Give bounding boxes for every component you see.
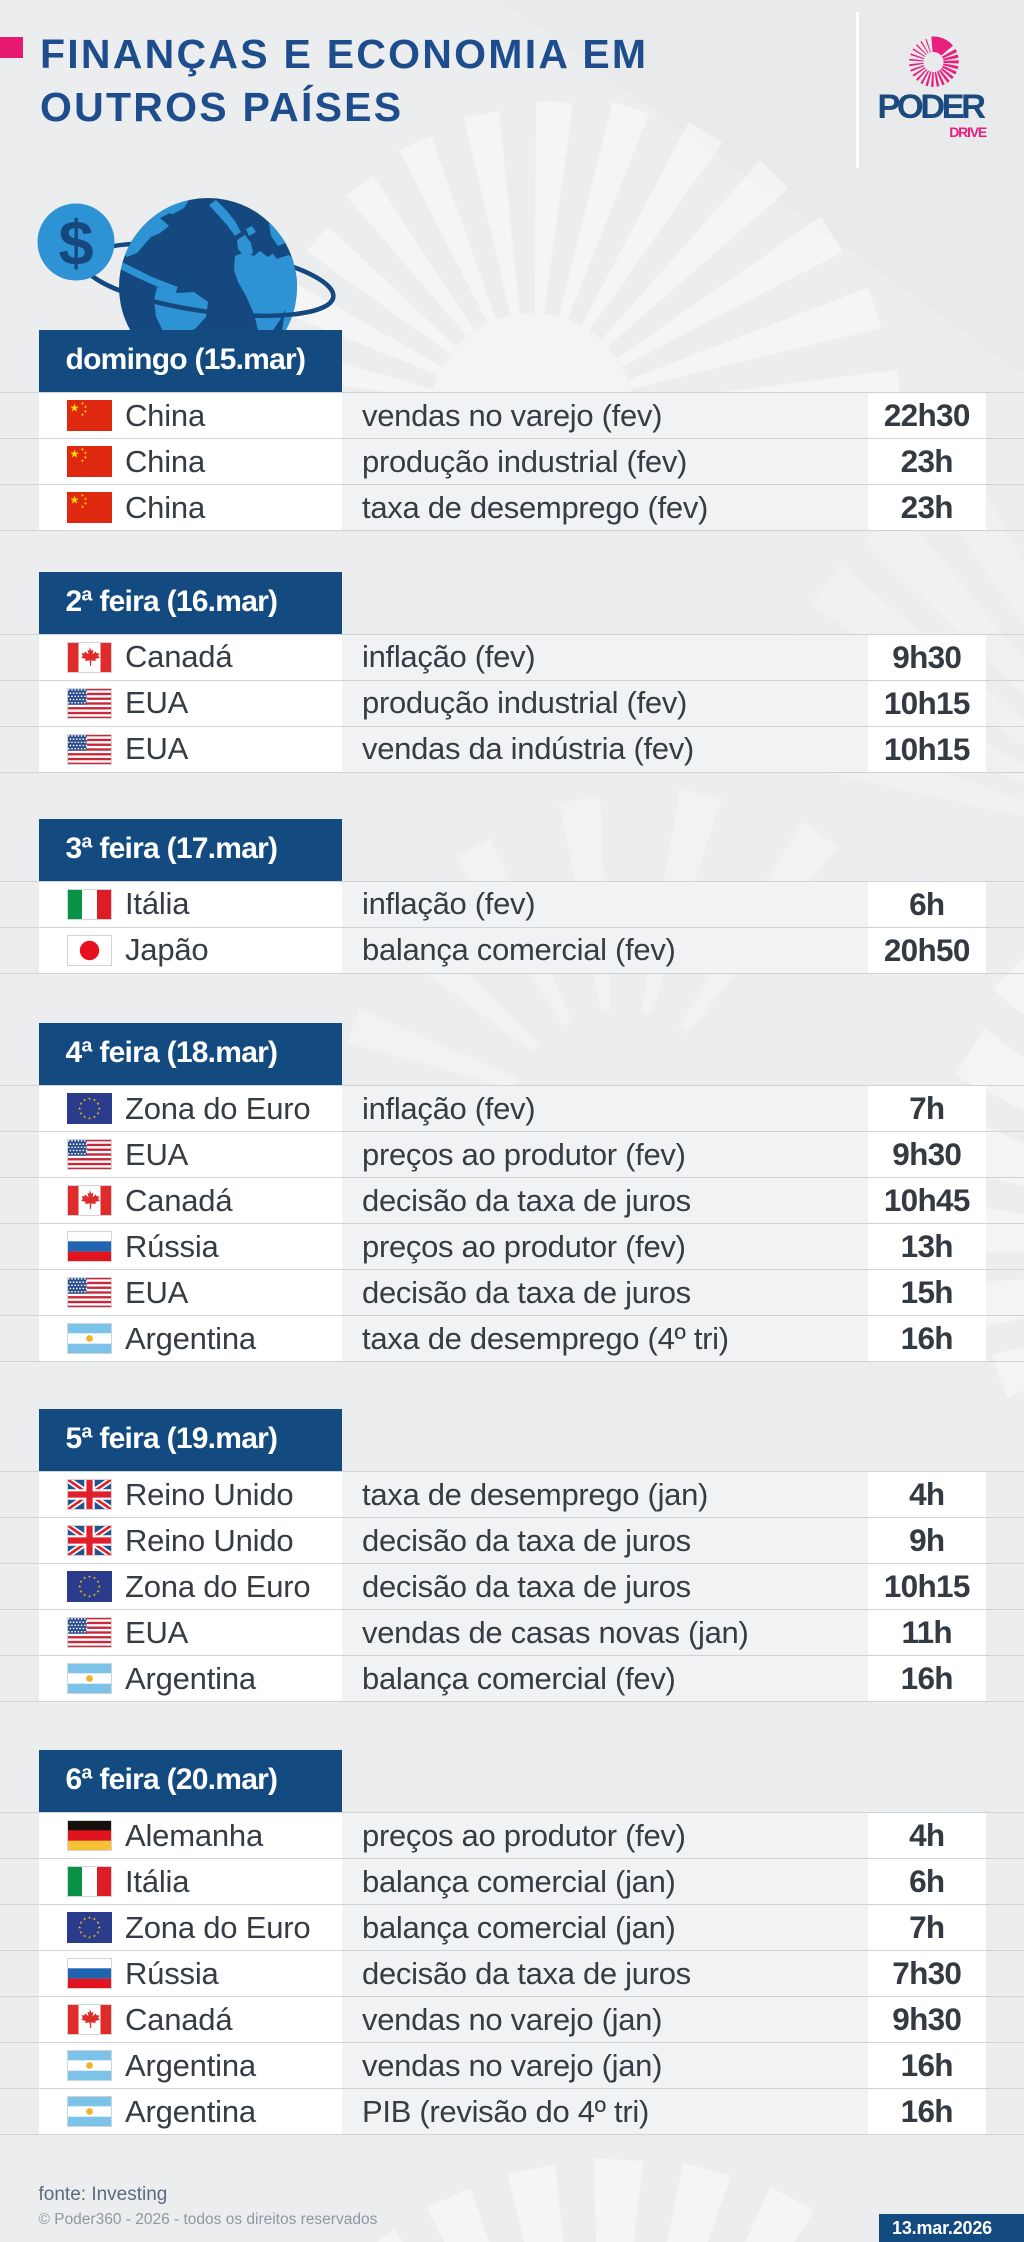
svg-text:$: $	[58, 209, 93, 279]
